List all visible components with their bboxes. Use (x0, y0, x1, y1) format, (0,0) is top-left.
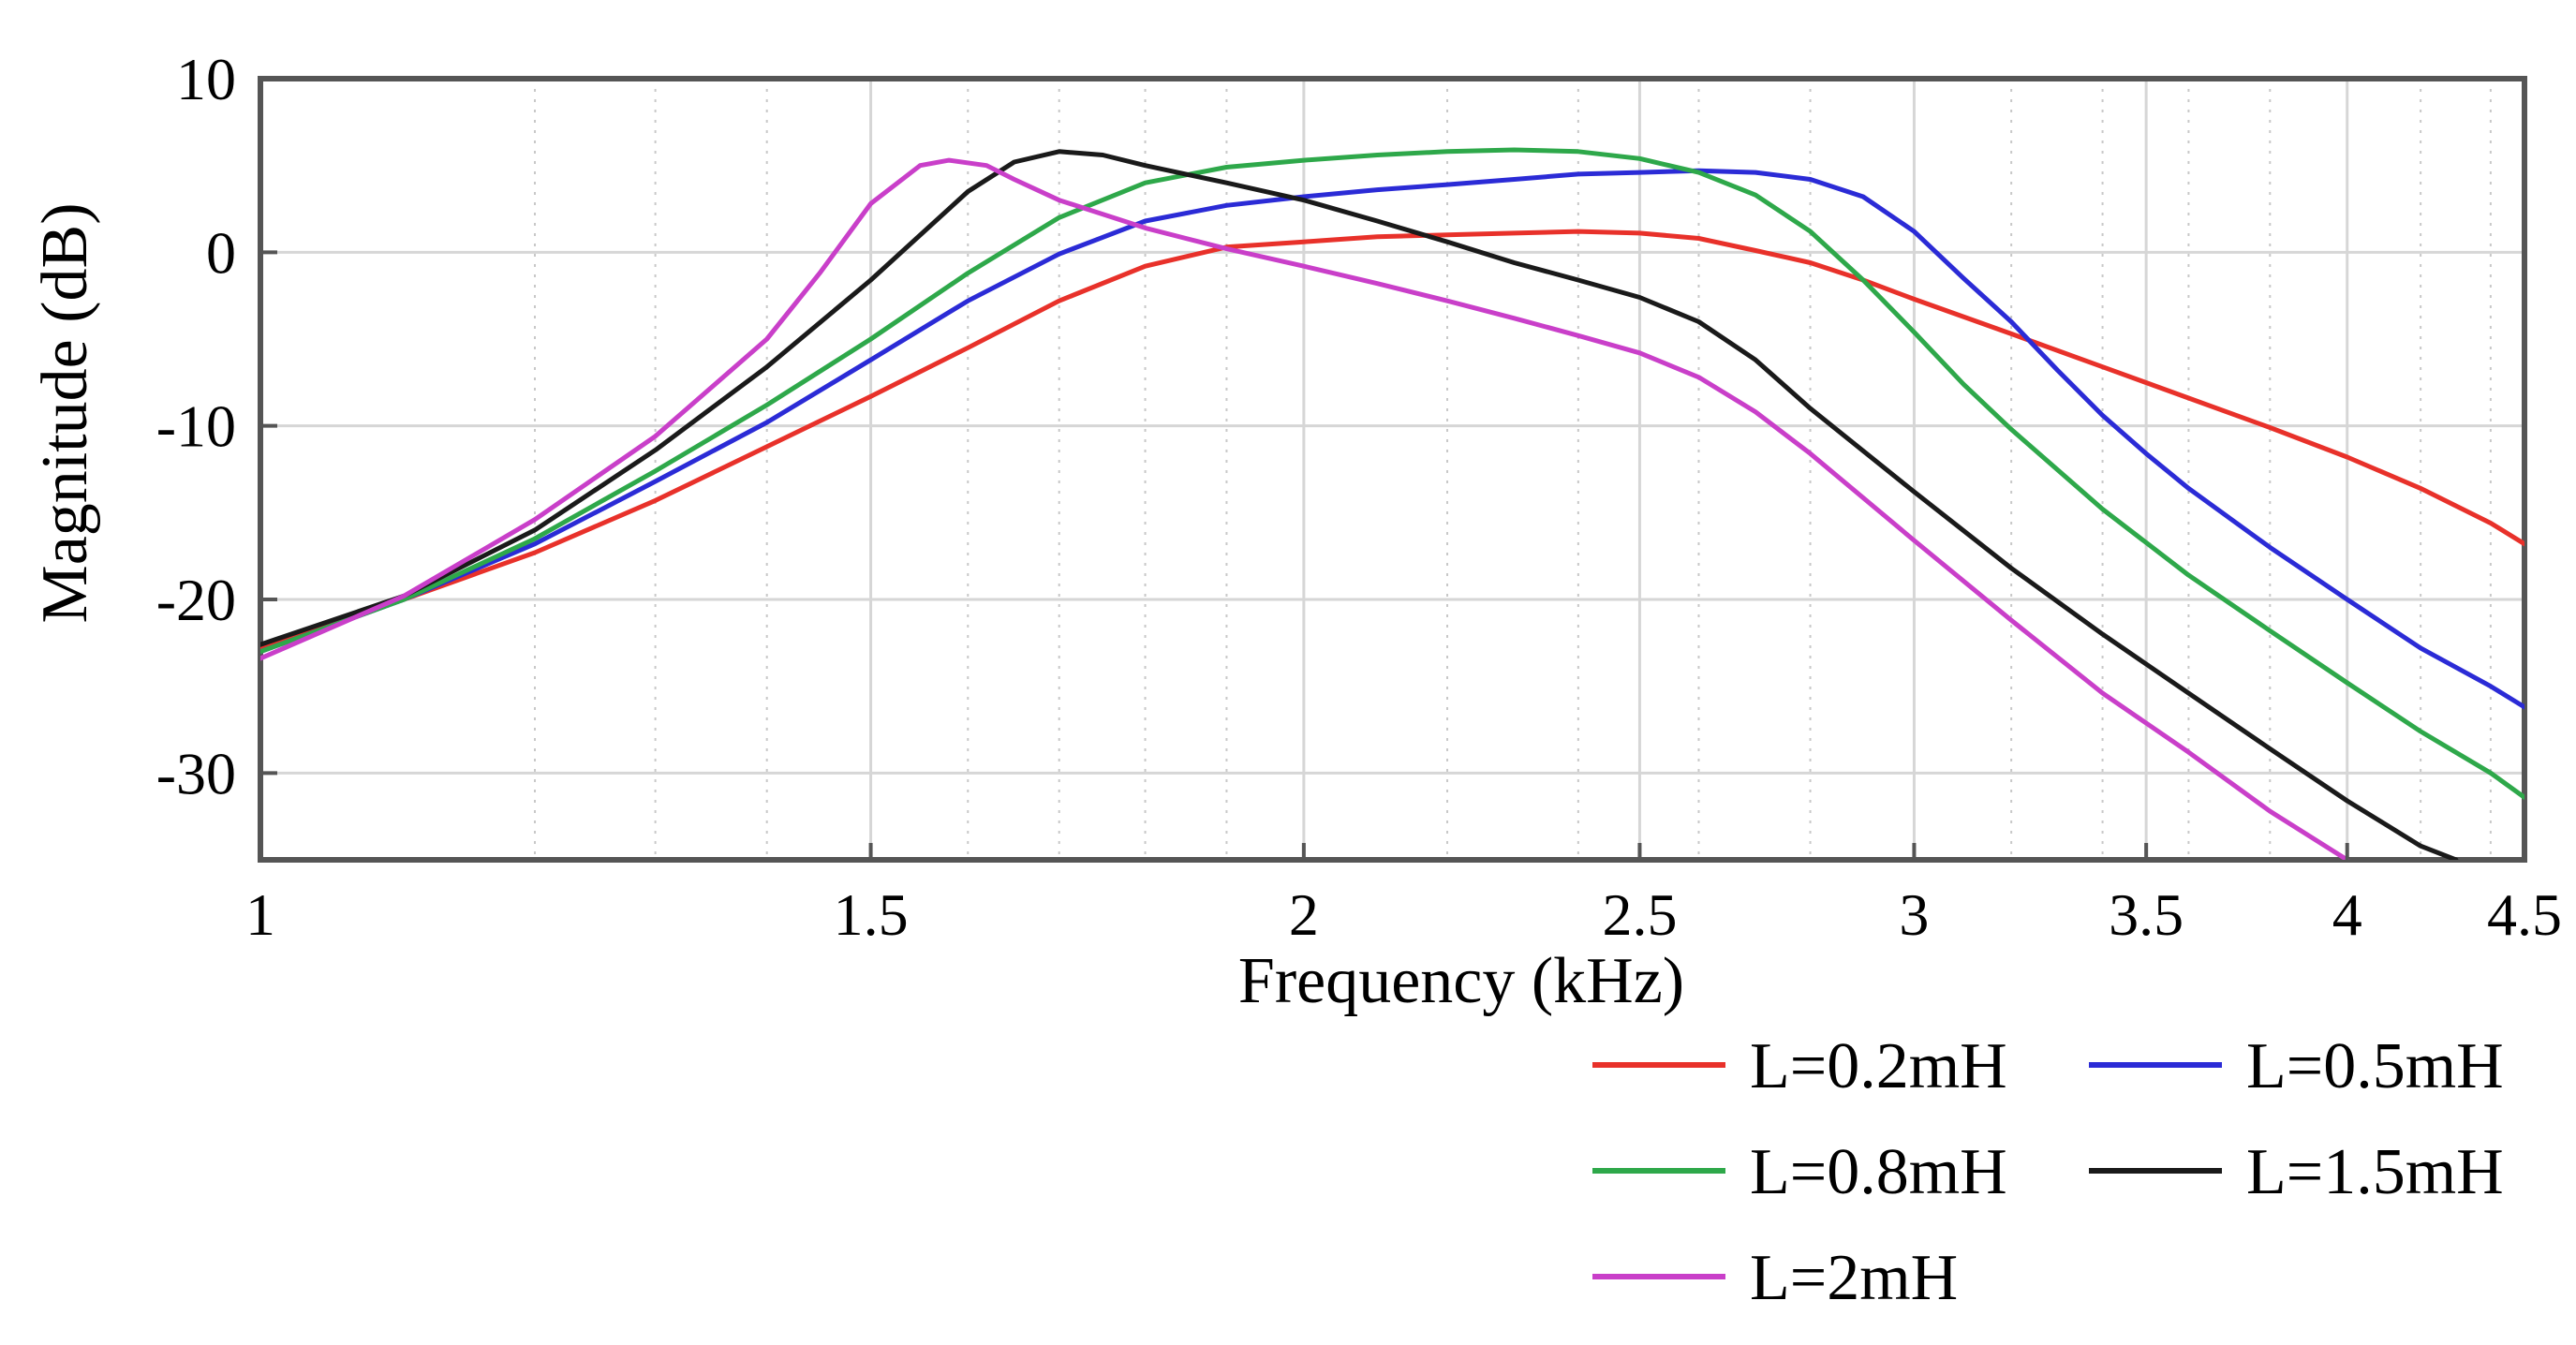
grid (259, 77, 2526, 860)
x-axis-title: Frequency (kHz) (1238, 945, 1684, 1017)
x-tick-label: 3 (1899, 881, 1929, 948)
legend-item: L=0.5mH (2089, 1030, 2504, 1102)
series-line-4 (260, 149, 2459, 860)
legend-label: L=1.5mH (2246, 1136, 2504, 1208)
legend-label: L=0.5mH (2246, 1030, 2504, 1102)
legend: L=0.2mH L=0.5mH L=0.8mH L=1.5mH L=2mH (1592, 1030, 2504, 1314)
y-tick-label: -10 (156, 393, 236, 460)
series-line-2 (260, 168, 2524, 710)
x-ticks: 1 1.5 2 2.5 3 3.5 4 4.5 (245, 843, 2562, 948)
y-tick-label: 10 (176, 46, 236, 112)
plot-frame (258, 76, 2527, 863)
legend-label: L=0.8mH (1750, 1136, 2007, 1208)
x-tick-label: 2.5 (1602, 881, 1677, 948)
x-tick-label: 1 (245, 881, 275, 948)
series-line-1 (260, 229, 2524, 651)
legend-item: L=0.2mH (1592, 1030, 2007, 1102)
y-tick-label: -30 (156, 740, 236, 806)
x-tick-label: 4.5 (2487, 881, 2562, 948)
series-line-5 (260, 157, 2350, 860)
y-tick-label: 0 (206, 219, 236, 286)
y-ticks: 10 0 -10 -20 -30 (156, 46, 277, 806)
legend-item: L=2mH (1592, 1242, 1958, 1314)
legend-label: L=0.2mH (1750, 1030, 2007, 1102)
series-layer (260, 147, 2524, 860)
x-tick-label: 1.5 (834, 881, 909, 948)
x-tick-label: 3.5 (2109, 881, 2184, 948)
legend-label: L=2mH (1750, 1242, 1958, 1314)
legend-item: L=0.8mH (1592, 1136, 2007, 1208)
series-line-3 (260, 147, 2524, 800)
x-tick-label: 4 (2332, 881, 2362, 948)
x-tick-label: 2 (1289, 881, 1319, 948)
legend-item: L=1.5mH (2089, 1136, 2504, 1208)
y-tick-label: -20 (156, 567, 236, 633)
y-axis-title: Magnitude (dB) (29, 202, 101, 623)
plot-area (258, 76, 2527, 863)
